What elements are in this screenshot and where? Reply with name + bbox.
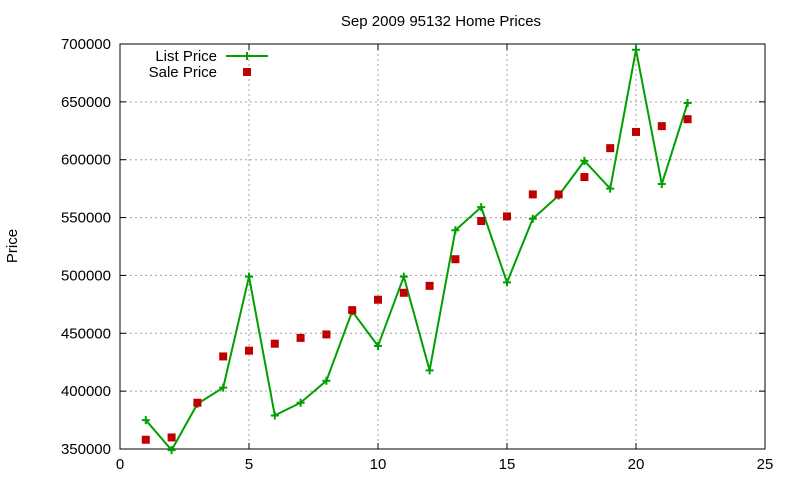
y-tick-label: 650000 [61,94,111,111]
sale-price-point [606,144,615,153]
list-price-point [219,383,228,392]
y-tick-label: 500000 [61,267,111,284]
list-price-point [477,203,486,212]
list-price-point [425,366,434,375]
y-tick-label: 450000 [61,325,111,342]
legend-label-sale-price: Sale Price [149,64,217,81]
sale-price-point [374,295,382,304]
y-tick-label: 400000 [61,383,111,400]
list-price-point [245,272,253,281]
y-tick-label: 550000 [61,210,111,227]
legend-marker-sale-price [243,68,251,76]
y-axis-label: Price [4,229,21,263]
sale-price-point [399,288,408,297]
x-tick-label: 15 [499,456,516,473]
list-price-point [270,411,279,420]
legend-marker-list-price [243,52,251,60]
y-tick-label: 700000 [61,36,111,53]
sale-price-point [554,190,563,199]
x-tick-label: 20 [628,456,645,473]
x-tick-label: 25 [757,456,774,473]
sale-price-point [219,352,228,361]
grid [120,44,765,449]
axis-ticks: 350000 400000 450000 500000 550000 600000 6500… [61,36,773,473]
sale-price-point [528,190,537,199]
sale-price-point [270,339,279,348]
list-price-point [399,272,408,281]
sale-price-point [425,281,434,290]
list-price-point [167,446,176,455]
x-tick-label: 0 [116,456,124,473]
sale-price-point [322,330,331,339]
list-price-point [657,180,666,189]
sale-price-point [167,433,176,442]
list-price-line [145,49,689,452]
sale-price-point [245,346,253,355]
list-price-point [683,99,692,108]
legend-label-list-price: List Price [155,48,217,65]
legend: List Price Sale Price [149,48,268,81]
sale-price-point [477,217,486,226]
chart-title: Sep 2009 95132 Home Prices [341,13,541,30]
y-tick-label: 600000 [61,152,111,169]
list-price-point [580,156,589,165]
series [141,45,692,455]
sale-price-point [348,306,357,315]
list-price-point [503,278,511,287]
list-price-point [296,398,305,407]
sale-price-point [683,115,692,124]
sale-price-point [580,173,589,182]
list-price-point [606,184,615,193]
sale-price-point [503,212,511,221]
sale-price-point [632,127,640,136]
list-price-point [528,214,537,223]
list-price-point [451,226,460,235]
sale-price-point [451,255,460,264]
sale-price-point [296,333,305,342]
list-price-point [141,416,150,425]
list-price-point [374,342,382,351]
sale-price-point [193,398,202,407]
plot-frame [119,43,766,450]
x-tick-label: 10 [370,456,387,473]
x-tick-label: 5 [245,456,253,473]
y-tick-label: 350000 [61,441,111,458]
list-price-point [322,376,331,385]
sale-price-point [141,435,150,444]
list-price-point [632,45,640,54]
sale-price-point [657,122,666,131]
